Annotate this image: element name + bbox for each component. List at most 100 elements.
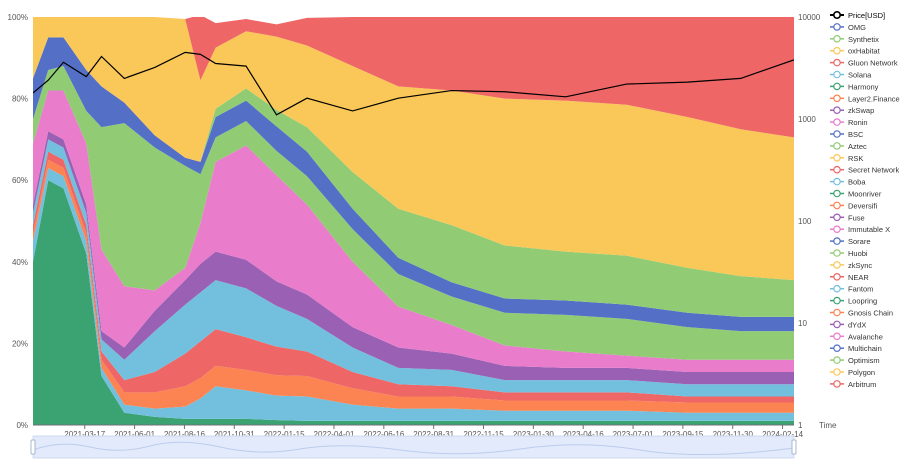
legend-item[interactable]: Multichain [830,344,882,353]
x-tick-label: 2023-11-30 [713,430,754,439]
legend-item[interactable]: Secret Network [830,166,900,175]
legend-label: Arbitrum [848,380,876,389]
area-series-7[interactable] [33,65,794,360]
legend-item[interactable]: OMG [830,23,866,32]
legend-marker-icon [833,368,841,376]
legend-marker-icon [833,296,841,305]
legend-label: Moonriver [848,190,882,199]
legend-item[interactable]: Price[USD] [830,11,885,20]
x-tick-label: 2021-06-01 [114,430,155,439]
legend-marker-icon [833,332,841,341]
zoom-handle-right[interactable] [791,439,797,455]
legend-marker-icon [833,249,841,257]
legend-label: Immutable X [848,225,890,234]
legend-marker-icon [833,106,841,115]
legend-item[interactable]: Synthetix [830,35,879,44]
legend-item[interactable]: Solana [830,71,872,80]
legend-item[interactable]: Loopring [830,297,877,306]
legend-label: Synthetix [848,35,879,44]
x-tick-label: 2021-03-17 [64,430,105,439]
legend-item[interactable]: Moonriver [830,190,882,199]
legend-label: Gnosis Chain [848,309,893,318]
legend-item[interactable]: zkSwap [830,106,874,115]
area-series-0[interactable] [33,180,794,425]
legend-marker-icon [832,11,841,20]
legend-item[interactable]: Immutable X [830,225,890,234]
x-tick-label: 2022-11-15 [463,430,504,439]
legend-marker-icon [833,225,841,234]
legend-item[interactable]: Fantom [830,285,873,294]
legend-marker-icon [833,154,841,162]
legend-item[interactable]: Aztec [830,142,867,151]
legend-label: Ronin [848,118,868,127]
x-tick-label: 2023-09-15 [662,430,703,439]
legend-label: Layer2.Finance [848,94,900,103]
legend-item[interactable]: Harmony [830,82,879,91]
zoom-handle-left[interactable] [30,439,36,455]
legend-item[interactable]: Avalanche [830,332,883,341]
legend-item[interactable]: Gnosis Chain [830,309,893,318]
x-tick-label: 2022-04-01 [314,430,355,439]
legend-item[interactable]: Polygon [830,368,875,377]
area-series-10[interactable] [33,5,794,281]
area-series-3[interactable] [33,151,794,403]
legend-item[interactable]: BSC [830,130,864,139]
legend-marker-icon [833,34,841,43]
price-line[interactable] [33,51,794,116]
legend-item[interactable]: zkSync [830,261,872,270]
y-right-tick-label: 1 [798,421,803,430]
stacked-area-layer [33,0,794,425]
legend-marker-icon [833,118,841,126]
legend-item[interactable]: Huobi [830,249,868,258]
area-series-11[interactable] [33,0,794,138]
legend-label: NEAR [848,273,869,282]
legend-item[interactable]: oxHabitat [830,47,881,56]
legend-item[interactable]: RSK [830,154,863,163]
legend-marker-icon [833,380,841,388]
x-axis-title: Time [819,421,837,430]
area-series-8[interactable] [33,37,794,332]
legend-marker-icon [833,320,841,329]
legend-label: Aztec [848,142,867,151]
legend-marker-icon [833,70,841,79]
legend-item[interactable]: Optimism [830,356,880,365]
legend-label: Deversifi [848,201,878,210]
legend-item[interactable]: dYdX [830,320,866,329]
x-tick-label: 2023-01-30 [513,430,554,439]
zoom-selection[interactable] [33,436,794,458]
axis-layer: 0% 20% 40% 60% 80% 100% 1 10 100 1000 10000 2021-03… [8,13,838,439]
area-series-6[interactable] [33,90,794,372]
legend-label: zkSync [848,261,872,270]
legend-item[interactable]: Layer2.Finance [830,94,900,103]
legend-marker-icon [833,177,841,186]
y-left-tick-label: 60% [12,176,28,185]
legend-label: Boba [848,178,866,187]
area-series-9[interactable] [33,37,794,317]
x-tick-label: 2023-07-01 [613,430,654,439]
data-zoom-slider[interactable] [30,435,797,459]
legend-label: RSK [848,154,863,163]
legend-item[interactable]: Boba [830,178,866,187]
legend-item[interactable]: Deversifi [830,201,878,210]
legend-marker-icon [833,272,841,281]
y-left-tick-label: 0% [16,421,28,430]
legend-item[interactable]: Sorare [830,237,871,246]
legend-marker-icon [833,142,841,150]
zoom-preview-line [32,441,795,456]
legend-label: Polygon [848,368,875,377]
legend-item[interactable]: Gluon Network [830,59,898,68]
x-tick-label: 2023-04-16 [563,430,604,439]
legend-label: BSC [848,130,864,139]
legend[interactable]: Price[USD] OMG Synthetix oxHabitat Gluon Net… [830,11,900,389]
legend-item[interactable]: Fuse [830,213,865,222]
legend-label: zkSwap [848,106,874,115]
legend-label: Loopring [848,297,877,306]
legend-label: Price[USD] [848,11,885,20]
legend-item[interactable]: Arbitrum [830,380,876,389]
legend-item[interactable]: NEAR [830,273,869,282]
x-tick-label: 2021-10-31 [214,430,255,439]
x-tick-label: 2022-08-31 [413,430,454,439]
legend-label: Solana [848,71,872,80]
legend-item[interactable]: Ronin [830,118,868,127]
